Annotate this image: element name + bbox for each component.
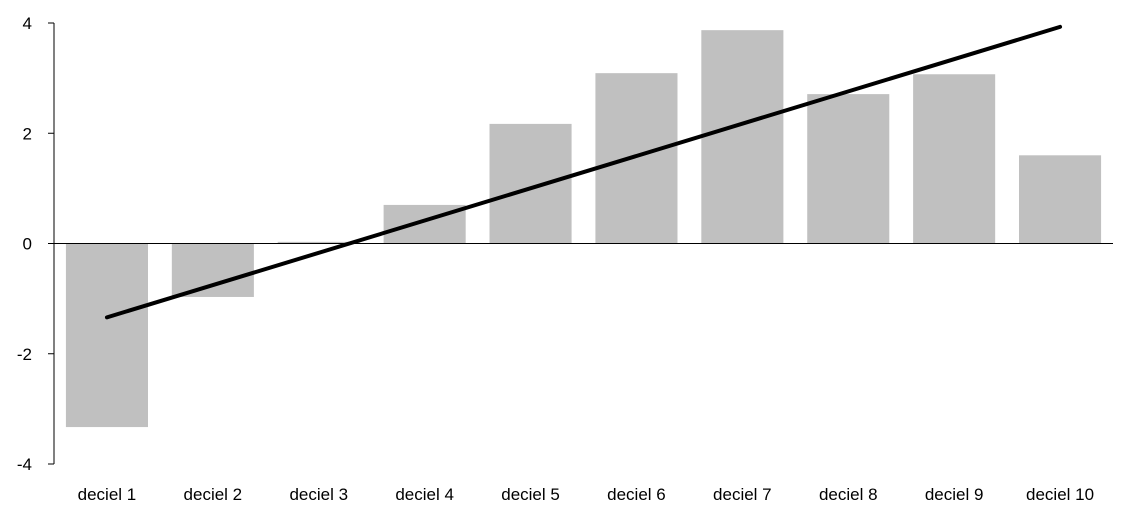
y-ticks (48, 22, 54, 465)
y-tick-label: 4 (23, 14, 32, 33)
x-category-label: deciel 3 (289, 485, 348, 504)
bar-5 (489, 123, 572, 244)
x-category-label: deciel 7 (713, 485, 772, 504)
x-category-labels: deciel 1 deciel 2 deciel 3 deciel 4 deciel 5… (78, 485, 1094, 504)
y-tick-labels: 4 2 0 -2 -4 (17, 14, 32, 474)
y-tick-label: 0 (23, 235, 32, 254)
y-tick-label: -2 (17, 345, 32, 364)
x-category-label: deciel 9 (925, 485, 984, 504)
bar-6 (595, 73, 678, 244)
trend-line (104, 24, 1063, 320)
x-category-label: deciel 5 (501, 485, 560, 504)
bar-3 (277, 241, 360, 244)
bar-9 (913, 74, 996, 244)
bar-8 (807, 94, 890, 244)
bars (65, 30, 1102, 428)
x-category-label: deciel 10 (1026, 485, 1094, 504)
bar-10 (1019, 155, 1102, 244)
bar-7 (701, 30, 784, 244)
x-category-label: deciel 2 (184, 485, 243, 504)
bar-1 (65, 243, 148, 428)
x-category-label: deciel 8 (819, 485, 878, 504)
y-tick-label: -4 (17, 455, 32, 474)
bar-2 (171, 243, 254, 297)
x-category-label: deciel 1 (78, 485, 137, 504)
x-category-label: deciel 6 (607, 485, 666, 504)
y-tick-label: 2 (23, 124, 32, 143)
x-category-label: deciel 4 (395, 485, 454, 504)
